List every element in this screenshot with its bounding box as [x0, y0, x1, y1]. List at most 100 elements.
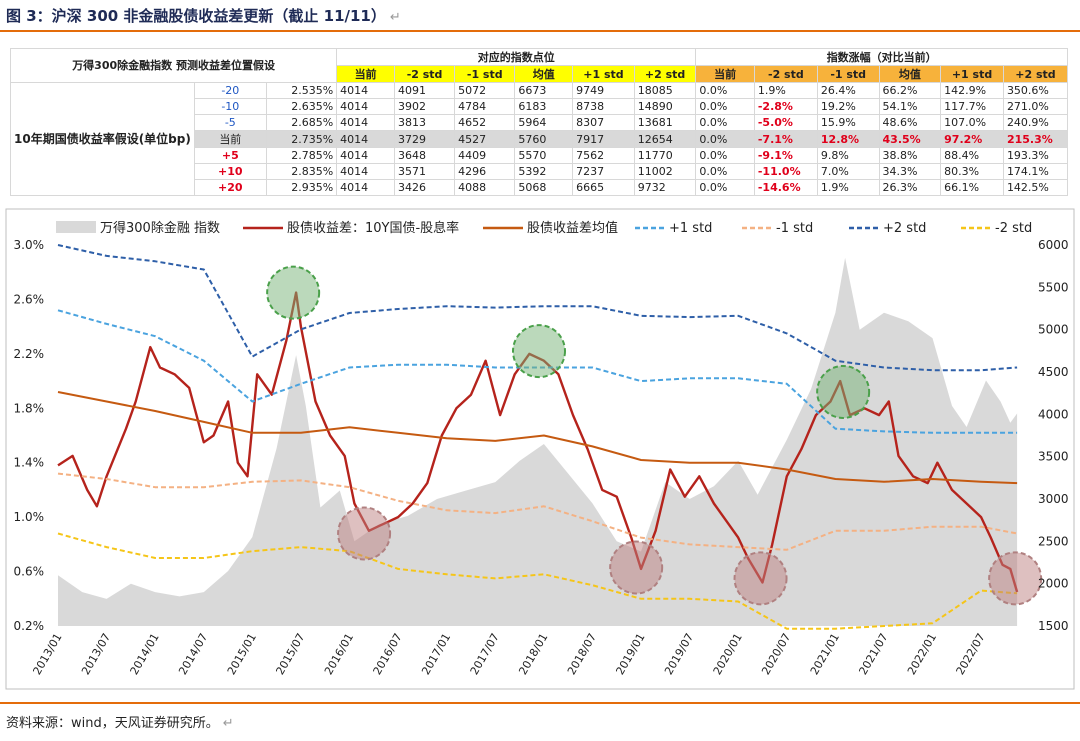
x-tick-label: 2020/07 [759, 631, 793, 677]
change-cell: 7.0% [816, 163, 880, 180]
change-cell: 19.2% [816, 98, 880, 115]
x-tick-label: 2015/01 [225, 631, 259, 677]
y-right-tick-label: 2000 [1038, 577, 1069, 591]
x-tick-label: 2019/01 [614, 631, 648, 677]
x-tick-label: 2015/07 [273, 631, 307, 677]
row-yield: 2.935% [265, 179, 338, 196]
points-cell: 11002 [633, 163, 697, 180]
col-header: 均值 [514, 65, 574, 83]
legend-label: -2 std [995, 221, 1032, 236]
col-header: +1 std [940, 65, 1004, 83]
table-row: +20 2.935% 4014 3426 4088 5068 6665 9732 0.0% -14… [11, 179, 1069, 196]
change-cell: 193.3% [1002, 147, 1069, 164]
y-left-tick-label: 1.8% [14, 401, 45, 415]
change-cell: 1.9% [816, 179, 880, 196]
points-cell: 12654 [633, 130, 697, 148]
legend-swatch [56, 221, 96, 233]
row-label: -5 [193, 114, 267, 131]
points-cell: 4652 [454, 114, 516, 131]
row-label: 当前 [193, 130, 267, 148]
x-tick-label: 2013/07 [79, 631, 113, 677]
change-cell: 0.0% [695, 130, 755, 148]
change-cell: -2.8% [753, 98, 818, 115]
change-group-header: 指数涨幅（对比当前） [695, 48, 1068, 66]
y-right-tick-label: 3500 [1038, 450, 1069, 464]
change-cell: 0.0% [695, 163, 755, 180]
points-cell: 13681 [633, 114, 697, 131]
points-cell: 5072 [454, 82, 516, 99]
change-cell: 350.6% [1002, 82, 1069, 99]
y-left-tick-label: 2.6% [14, 292, 45, 306]
points-cell: 18085 [633, 82, 697, 99]
table-row: -10 2.635% 4014 3902 4784 6183 8738 14890 0.0% -2… [11, 98, 1069, 115]
plus2-std-line [57, 244, 1018, 372]
row-yield: 2.835% [265, 163, 338, 180]
y-left-tick-label: 2.2% [14, 347, 45, 361]
col-header: 均值 [878, 65, 942, 83]
change-cell: 9.8% [816, 147, 880, 164]
col-header: +2 std [1002, 65, 1069, 83]
table-row: +5 2.785% 4014 3648 4409 5570 7562 11770 0.0% -9.… [11, 147, 1069, 164]
table-row: 10年期国债收益率假设(单位bp) -20 2.535% 4014 4091 5072 66… [10, 82, 1069, 196]
y-right-tick-label: 6000 [1038, 238, 1069, 252]
change-cell: 34.3% [878, 163, 942, 180]
change-cell: 0.0% [695, 147, 755, 164]
points-cell: 9749 [572, 82, 635, 99]
x-tick-label: 2020/01 [711, 631, 745, 677]
points-cell: 6183 [514, 98, 574, 115]
row-yield: 2.735% [265, 130, 338, 148]
points-cell: 4014 [336, 147, 395, 164]
points-cell: 3571 [393, 163, 456, 180]
change-cell: 142.5% [1002, 179, 1069, 196]
green-highlight-circle [266, 265, 321, 320]
legend-label: 万得300除金融 指数 [100, 220, 220, 236]
legend-label: 股债收益差均值 [527, 220, 618, 236]
chart-frame [5, 208, 1075, 690]
index-area [58, 257, 1018, 626]
change-cell: 174.1% [1002, 163, 1069, 180]
col-header: -2 std [753, 65, 818, 83]
points-cell: 3813 [393, 114, 456, 131]
change-cell: 48.6% [878, 114, 942, 131]
x-tick-label: 2016/07 [371, 631, 405, 677]
change-cell: 54.1% [878, 98, 942, 115]
points-cell: 4091 [393, 82, 456, 99]
table-row: +10 2.835% 4014 3571 4296 5392 7237 11002 0.0% -1… [11, 163, 1069, 180]
y-left-tick-label: 0.6% [14, 565, 45, 579]
col-header: +2 std [633, 65, 697, 83]
y-right-tick-label: 2500 [1038, 534, 1069, 548]
red-highlight-circle [609, 540, 664, 595]
points-cell: 4296 [454, 163, 516, 180]
points-cell: 14890 [633, 98, 697, 115]
return-mark: ↵ [389, 10, 401, 25]
column-header-row: 当前 -2 std -1 std 均值 +1 std +2 std 当前 -2 … [11, 65, 1069, 83]
y-right-tick-label: 3000 [1038, 492, 1069, 506]
change-cell: 43.5% [878, 130, 942, 148]
change-cell: 215.3% [1002, 130, 1069, 148]
points-cell: 7917 [572, 130, 635, 148]
return-mark: ↵ [222, 716, 234, 731]
points-cell: 3729 [393, 130, 456, 148]
red-highlight-circle [337, 506, 392, 561]
points-cell: 8738 [572, 98, 635, 115]
x-tick-label: 2019/07 [662, 631, 696, 677]
minus2-std-line [57, 532, 1018, 630]
col-header: -2 std [393, 65, 456, 83]
points-cell: 5964 [514, 114, 574, 131]
row-yield: 2.685% [265, 114, 338, 131]
points-cell: 4014 [336, 98, 395, 115]
row-label: +5 [193, 147, 267, 164]
points-cell: 11770 [633, 147, 697, 164]
change-cell: 15.9% [816, 114, 880, 131]
row-yield: 2.635% [265, 98, 338, 115]
spread-chart: 3.0% 2.6% 2.2% 1.8% 1.4% 1.0% 0.6% 0.2% 6000 5500… [5, 208, 1075, 690]
points-cell: 5392 [514, 163, 574, 180]
y-right-tick-label: 5500 [1038, 280, 1069, 294]
change-cell: 271.0% [1002, 98, 1069, 115]
y-left-tick-label: 1.0% [14, 510, 45, 524]
points-cell: 4014 [336, 179, 395, 196]
points-cell: 6665 [572, 179, 635, 196]
col-header: +1 std [572, 65, 635, 83]
minus1-std-line [57, 472, 1018, 551]
points-cell: 4088 [454, 179, 516, 196]
